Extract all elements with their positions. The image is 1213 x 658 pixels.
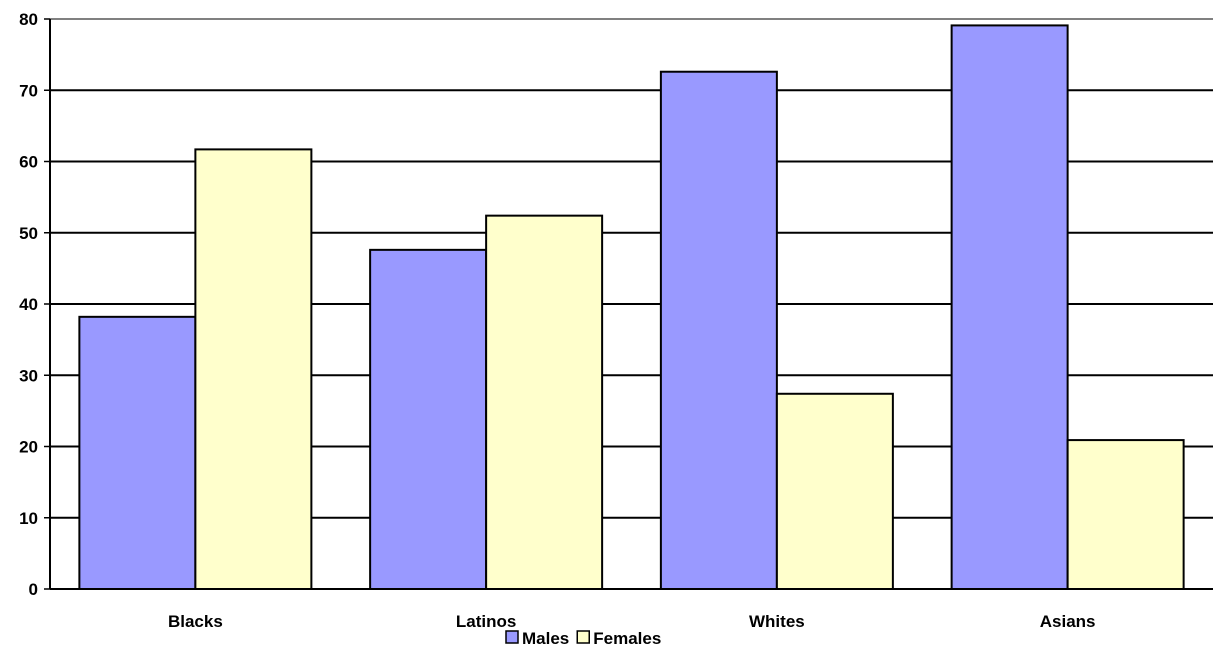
bar-females-whites — [775, 392, 894, 590]
x-label-blacks: Blacks — [168, 612, 223, 631]
y-tick-label-60: 60 — [19, 153, 38, 172]
x-label-whites: Whites — [749, 612, 805, 631]
legend-label-females: Females — [593, 629, 661, 648]
bar-females-latinos — [485, 214, 604, 590]
y-tick-label-80: 80 — [19, 10, 38, 29]
legend-swatch-females — [576, 630, 590, 644]
bars — [78, 24, 1185, 591]
x-label-asians: Asians — [1040, 612, 1096, 631]
legend: Males Females — [505, 629, 661, 648]
y-tick-label-0: 0 — [29, 580, 38, 599]
axes — [49, 19, 1213, 590]
y-tick-label-10: 10 — [19, 509, 38, 528]
y-axis-ticks: 0 10 20 30 40 50 60 70 80 — [19, 10, 50, 599]
bar-females-asians — [1066, 439, 1185, 590]
y-tick-label-70: 70 — [19, 81, 38, 100]
bar-males-whites — [659, 70, 778, 591]
y-tick-label-50: 50 — [19, 224, 38, 243]
bar-males-latinos — [369, 248, 488, 590]
legend-label-males: Males — [522, 629, 569, 648]
y-tick-label-20: 20 — [19, 438, 38, 457]
bar-females-blacks — [194, 148, 313, 590]
legend-swatch-males — [505, 630, 519, 644]
bar-males-asians — [950, 24, 1069, 591]
y-tick-label-40: 40 — [19, 295, 38, 314]
x-label-latinos: Latinos — [456, 612, 516, 631]
y-tick-label-30: 30 — [19, 366, 38, 385]
bar-males-blacks — [78, 315, 197, 590]
x-axis-labels: Blacks Latinos Whites Asians — [168, 612, 1096, 631]
